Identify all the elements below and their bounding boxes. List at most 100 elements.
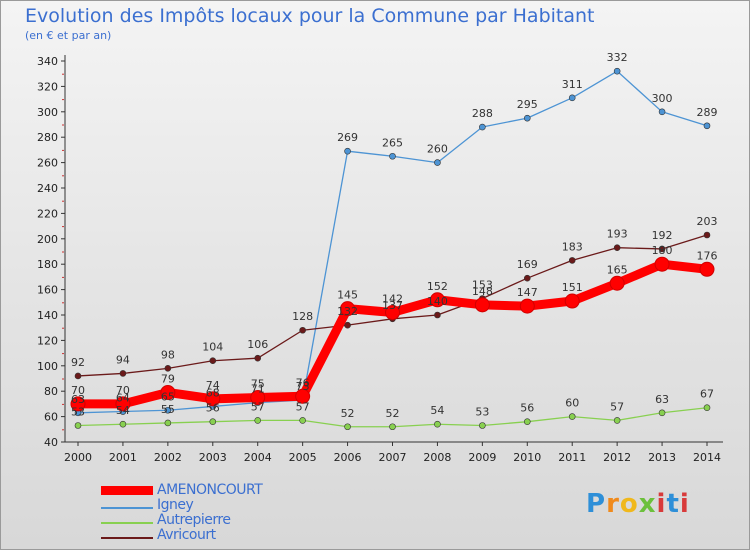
y-minor-tick: [62, 175, 64, 177]
point-amenoncourt-2010: [519, 298, 535, 314]
point-autrepierre-2010: [523, 418, 531, 425]
y-tick-label-340: 340: [37, 55, 58, 68]
y-minor-tick: [62, 276, 64, 278]
data-label-amenoncourt-2013: 180: [652, 244, 673, 257]
point-amenoncourt-2006: [340, 301, 356, 317]
data-label-avricourt-2006: 132: [337, 305, 358, 318]
data-label-avricourt-2007: 137: [382, 299, 403, 312]
data-label-autrepierre-2006: 52: [341, 407, 355, 420]
point-amenoncourt-2000: [70, 396, 86, 412]
data-label-igney-2009: 288: [472, 107, 493, 120]
y-tick-label-220: 220: [37, 207, 58, 220]
data-label-amenoncourt-2004: 75: [251, 378, 265, 391]
data-label-igney-2008: 260: [427, 143, 448, 156]
data-label-autrepierre-2000: 53: [71, 405, 85, 418]
point-igney-2009: [479, 123, 486, 131]
data-label-igney-2004: 71: [251, 383, 265, 396]
point-autrepierre-2014: [703, 404, 711, 412]
axes: 40 60 80 100 120 140 160 180 200 220 240 260 280 300 3…: [37, 55, 723, 464]
data-label-amenoncourt-2005: 76: [296, 376, 310, 389]
labels-layer: 63 64 65 68 71 73 269 265 260 288 295 311 332 300 289 5…: [71, 51, 718, 420]
x-tick-label-2010: 2010: [513, 451, 541, 464]
data-label-autrepierre-2001: 54: [116, 404, 130, 417]
point-amenoncourt-2003: [205, 391, 221, 407]
point-autrepierre-2004: [254, 417, 262, 424]
data-label-autrepierre-2002: 55: [161, 403, 175, 416]
legend-swatch-avricourt: [101, 537, 153, 539]
data-label-autrepierre-2003: 56: [206, 402, 220, 415]
point-avricourt-2013: [658, 245, 666, 253]
data-label-autrepierre-2009: 53: [475, 405, 489, 418]
data-label-avricourt-2003: 104: [202, 341, 223, 354]
data-label-amenoncourt-2007: 142: [382, 292, 403, 305]
data-label-avricourt-2012: 193: [607, 228, 628, 241]
x-tick-label-2008: 2008: [423, 451, 451, 464]
point-avricourt-2008: [434, 311, 441, 319]
data-label-amenoncourt-2012: 165: [607, 263, 628, 276]
data-label-amenoncourt-2009: 148: [472, 285, 493, 298]
y-minor-tick: [62, 99, 64, 101]
point-amenoncourt-2008: [429, 292, 445, 308]
legend-swatch-autrepierre: [101, 522, 153, 524]
data-label-avricourt-2001: 94: [116, 353, 130, 366]
data-label-igney-2006: 269: [337, 131, 358, 144]
point-amenoncourt-2005: [295, 388, 311, 404]
point-avricourt-2005: [299, 326, 306, 334]
series-layer: [70, 67, 715, 431]
point-amenoncourt-2001: [115, 396, 131, 412]
x-tick-label-2013: 2013: [648, 451, 676, 464]
chart-subtitle: (en € et par an): [25, 29, 112, 42]
y-minor-tick: [62, 73, 64, 75]
y-tick-label-240: 240: [37, 182, 58, 195]
x-tick-label-2000: 2000: [64, 451, 92, 464]
x-tick-label-2006: 2006: [334, 451, 362, 464]
y-minor-tick: [62, 251, 64, 253]
y-minor-tick: [62, 124, 64, 126]
data-label-autrepierre-2013: 63: [655, 393, 669, 406]
point-autrepierre-2007: [389, 423, 396, 431]
x-tick-label-2002: 2002: [154, 451, 182, 464]
point-avricourt-2004: [254, 354, 262, 362]
data-label-autrepierre-2005: 57: [296, 400, 310, 413]
data-label-avricourt-2004: 106: [247, 338, 268, 351]
x-tick-label-2009: 2009: [468, 451, 496, 464]
data-label-avricourt-2000: 92: [71, 356, 85, 369]
point-avricourt-2006: [344, 321, 351, 329]
legend-label-igney: Igney: [157, 497, 194, 513]
point-igney-2011: [568, 94, 576, 102]
data-label-autrepierre-2010: 56: [520, 402, 534, 415]
data-label-amenoncourt-2010: 147: [517, 286, 538, 299]
x-tick-label-2007: 2007: [379, 451, 407, 464]
data-label-amenoncourt-2003: 74: [206, 379, 220, 392]
data-label-avricourt-2013: 192: [652, 229, 673, 242]
y-minor-tick: [62, 200, 64, 202]
x-tick-label-2012: 2012: [603, 451, 631, 464]
data-label-avricourt-2014: 203: [697, 215, 718, 228]
data-label-igney-2011: 311: [562, 78, 583, 91]
y-minor-tick: [62, 353, 64, 355]
y-tick-label-40: 40: [44, 436, 58, 449]
point-amenoncourt-2013: [654, 256, 670, 272]
point-amenoncourt-2002: [160, 384, 176, 400]
y-minor-tick: [62, 149, 64, 151]
point-avricourt-2010: [523, 274, 531, 282]
point-amenoncourt-2011: [564, 293, 580, 309]
point-amenoncourt-2009: [474, 297, 490, 313]
data-label-igney-2000: 63: [71, 393, 85, 406]
y-tick-label-160: 160: [37, 284, 58, 297]
data-label-avricourt-2011: 183: [562, 240, 583, 253]
x-tick-label-2014: 2014: [693, 451, 721, 464]
x-tick-label-2005: 2005: [289, 451, 317, 464]
data-label-amenoncourt-2006: 145: [337, 289, 358, 302]
y-tick-label-80: 80: [44, 385, 58, 398]
series-line-igney: [77, 70, 708, 414]
data-label-igney-2013: 300: [652, 92, 673, 105]
y-tick-label-60: 60: [44, 411, 58, 424]
point-amenoncourt-2014: [699, 261, 715, 277]
y-minor-tick: [62, 403, 64, 405]
data-label-amenoncourt-2002: 79: [161, 372, 175, 385]
point-avricourt-2003: [209, 357, 217, 365]
legend-swatch-igney: [101, 507, 153, 509]
point-igney-2007: [389, 152, 396, 160]
